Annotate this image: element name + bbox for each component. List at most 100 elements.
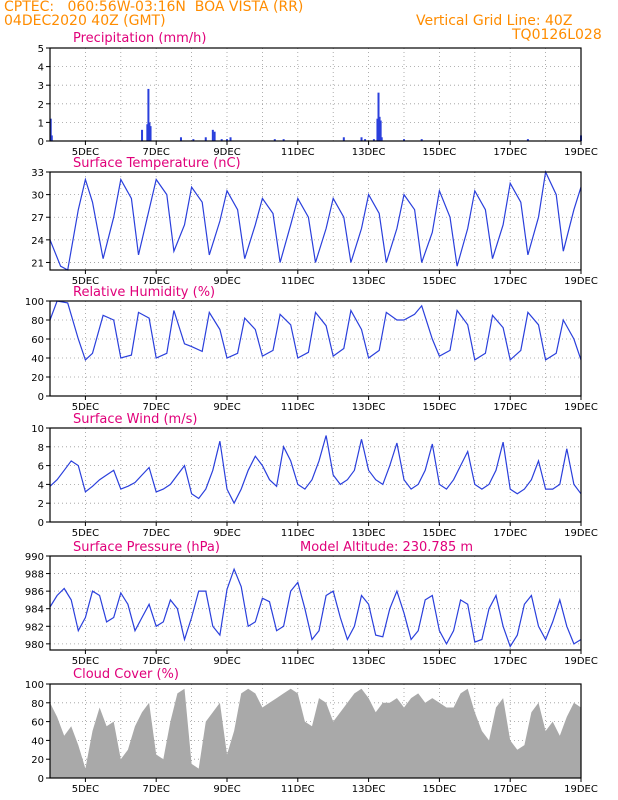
precipitation-frame — [49, 47, 582, 142]
y-tick-label: 100 — [25, 297, 44, 308]
y-tick-label: 982 — [25, 622, 44, 633]
x-tick-label: 7DEC — [143, 402, 170, 413]
precip-bar — [403, 139, 405, 141]
y-tick-label: 8 — [38, 443, 44, 454]
x-tick-label: 11DEC — [281, 276, 315, 287]
precip-bar — [220, 139, 223, 141]
x-tick-label: 13DEC — [352, 147, 386, 158]
x-tick-label: 17DEC — [493, 528, 527, 539]
x-tick-label: 5DEC — [72, 147, 99, 158]
surface-temperature-panel: 21 24 27 30 33 5DEC 7DEC 9DEC 11DEC 13DEC 15DEC 17D… — [31, 156, 598, 287]
precipitation-panel: 0 1 2 3 4 5 5DEC 7DEC 9DEC 11DEC 13DEC 15DEC 17DEC 19… — [38, 31, 598, 158]
x-tick-label: 17DEC — [493, 147, 527, 158]
relative-humidity-frame — [49, 300, 582, 397]
surface-wind-line — [49, 435, 582, 505]
precip-bar — [376, 118, 379, 141]
x-tick-label: 5DEC — [72, 656, 99, 667]
relative-humidity-title: Relative Humidity (%) — [73, 285, 215, 300]
precip-bar — [360, 137, 363, 141]
precip-bar — [282, 139, 285, 141]
cloud-cover-frame — [49, 683, 582, 779]
model-code-label: TQ0126L028 — [512, 27, 602, 43]
y-tick-label: 5 — [38, 44, 44, 55]
x-tick-label: 7DEC — [143, 276, 170, 287]
x-tick-label: 13DEC — [352, 528, 386, 539]
grid-note-label: Vertical Grid Line: 40Z — [416, 13, 573, 29]
surface-wind-frame — [49, 427, 582, 523]
y-tick-label: 988 — [25, 570, 44, 581]
x-tick-label: 9DEC — [213, 276, 240, 287]
surface-temperature-line — [49, 169, 582, 271]
x-tick-label: 7DEC — [143, 528, 170, 539]
y-tick-label: 0 — [38, 518, 44, 529]
y-tick-label: 980 — [25, 640, 44, 651]
cloud-cover-panel: 0 20 40 60 80 100 5DEC 7DEC 9DEC 11DEC 13DEC 15DEC 1… — [25, 667, 598, 795]
surface-wind-title: Surface Wind (m/s) — [73, 412, 197, 427]
x-tick-label: 5DEC — [72, 402, 99, 413]
relative-humidity-panel: 0 20 40 60 80 100 5DEC 7DEC 9DEC 11DEC 13DEC 15DEC 1… — [25, 285, 598, 413]
precip-bar — [372, 139, 375, 141]
x-tick-label: 15DEC — [423, 402, 457, 413]
cloud-cover-title: Cloud Cover (%) — [73, 667, 179, 682]
cloud-cover-area — [50, 688, 581, 778]
x-tick-label: 9DEC — [213, 528, 240, 539]
precip-bar — [49, 118, 52, 141]
x-tick-label: 19DEC — [564, 276, 598, 287]
y-tick-label: 30 — [31, 191, 44, 202]
precip-bar — [378, 116, 381, 141]
x-tick-label: 7DEC — [143, 147, 170, 158]
y-tick-label: 60 — [31, 718, 44, 729]
precip-bar — [342, 137, 345, 141]
y-tick-label: 1 — [38, 118, 44, 129]
precip-bar — [364, 139, 367, 141]
y-tick-label: 80 — [31, 316, 44, 327]
y-tick-label: 986 — [25, 587, 44, 598]
precip-bar — [179, 137, 182, 141]
precip-bar — [148, 122, 151, 141]
x-tick-label: 5DEC — [72, 276, 99, 287]
x-tick-label: 7DEC — [143, 784, 170, 795]
y-tick-label: 2 — [38, 499, 44, 510]
x-tick-label: 13DEC — [352, 656, 386, 667]
precip-bar — [526, 139, 529, 141]
precip-bar — [146, 124, 149, 141]
x-tick-label: 11DEC — [281, 402, 315, 413]
surface-pressure-title: Surface Pressure (hPa) — [73, 540, 220, 555]
x-tick-label: 15DEC — [423, 784, 457, 795]
precip-bar — [420, 139, 423, 141]
y-tick-label: 20 — [31, 755, 44, 766]
y-tick-label: 40 — [31, 736, 44, 747]
surface-pressure-line — [49, 567, 582, 648]
x-tick-label: 13DEC — [352, 784, 386, 795]
x-tick-label: 9DEC — [213, 784, 240, 795]
y-tick-label: 33 — [31, 168, 44, 179]
x-tick-label: 19DEC — [564, 402, 598, 413]
y-tick-label: 10 — [31, 424, 44, 435]
x-tick-label: 13DEC — [352, 276, 386, 287]
y-tick-label: 990 — [25, 552, 44, 563]
precipitation-title: Precipitation (mm/h) — [73, 31, 206, 46]
y-tick-label: 3 — [38, 81, 44, 92]
x-tick-label: 11DEC — [281, 147, 315, 158]
y-tick-label: 24 — [31, 236, 44, 247]
relative-humidity-line — [49, 300, 582, 362]
precip-bar — [226, 139, 228, 141]
y-tick-label: 0 — [38, 774, 44, 785]
y-tick-label: 100 — [25, 680, 44, 691]
precip-bar — [149, 126, 152, 141]
x-tick-label: 17DEC — [493, 276, 527, 287]
y-tick-label: 0 — [38, 392, 44, 403]
x-tick-label: 15DEC — [423, 147, 457, 158]
x-tick-label: 11DEC — [281, 784, 315, 795]
x-tick-label: 17DEC — [493, 402, 527, 413]
x-tick-label: 11DEC — [281, 528, 315, 539]
precip-bar — [377, 92, 380, 141]
x-tick-label: 15DEC — [423, 528, 457, 539]
precip-bar — [147, 88, 150, 141]
precip-bar — [213, 131, 216, 141]
x-tick-label: 15DEC — [423, 656, 457, 667]
date-label: 04DEC2020 40Z (GMT) — [4, 13, 166, 29]
precip-bar — [273, 139, 276, 141]
surface-pressure-frame — [49, 555, 582, 651]
